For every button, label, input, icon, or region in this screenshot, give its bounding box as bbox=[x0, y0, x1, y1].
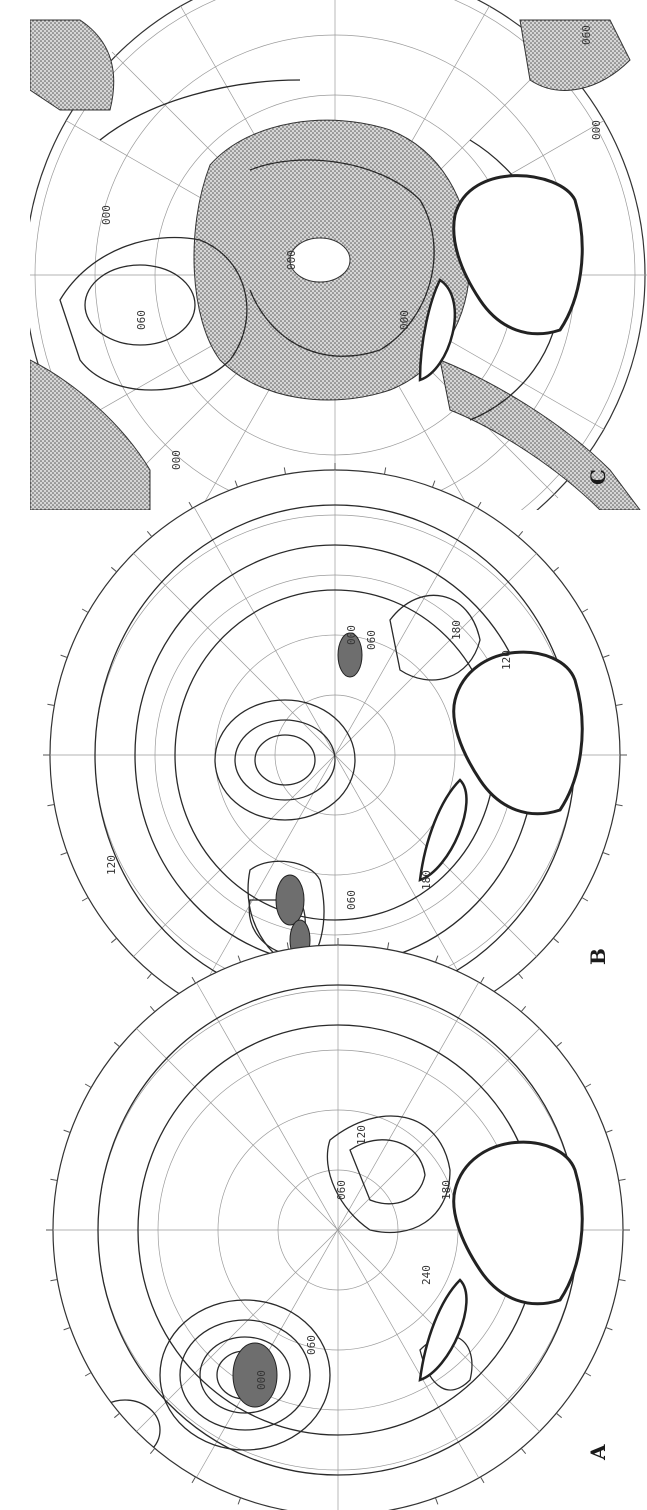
rim-tick bbox=[602, 654, 610, 658]
rim-tick bbox=[63, 1129, 71, 1133]
rim-tick bbox=[146, 530, 153, 537]
rim-tick bbox=[191, 976, 196, 984]
rim-tick bbox=[81, 608, 89, 613]
rim-tick bbox=[237, 955, 241, 963]
panel-a-dark-region bbox=[232, 1342, 278, 1408]
contour-label: 180 bbox=[450, 620, 463, 640]
rim-tick bbox=[283, 467, 287, 475]
rim-tick bbox=[110, 566, 117, 573]
rim-tick bbox=[477, 501, 482, 509]
rim-tick bbox=[60, 852, 68, 856]
rim-tick bbox=[584, 1372, 592, 1377]
panel-c-map: 000 060 000 000 060 000 000 bbox=[30, 0, 647, 510]
rim-tick bbox=[149, 1005, 156, 1012]
rim-tick bbox=[84, 1372, 92, 1377]
panel-c-inner-region bbox=[289, 237, 351, 283]
rim-tick bbox=[605, 1129, 613, 1133]
rim-tick bbox=[480, 1476, 485, 1484]
panel-c-contour-labels: 000 060 000 000 060 000 000 bbox=[100, 25, 603, 470]
rim-tick bbox=[556, 1412, 563, 1419]
rim-tick bbox=[584, 1083, 592, 1088]
rim-tick bbox=[81, 897, 89, 902]
rim-tick bbox=[435, 955, 439, 963]
panel-b-contour-labels: 180 060 180 120 180 060 000 120 bbox=[105, 620, 513, 910]
contour-label: 060 bbox=[365, 630, 378, 650]
contour-label: 120 bbox=[550, 1455, 563, 1475]
rim-tick bbox=[581, 897, 589, 902]
contour-label: 060 bbox=[305, 1335, 318, 1355]
rim-tick bbox=[286, 942, 290, 950]
panel-a-tick-marks bbox=[46, 938, 630, 1505]
rim-tick bbox=[480, 976, 485, 984]
contour-label: 000 bbox=[100, 205, 113, 225]
rim-tick bbox=[517, 973, 524, 980]
rim-tick bbox=[556, 1041, 563, 1048]
contour-label: 180 bbox=[115, 1420, 128, 1440]
contour-label: 180 bbox=[440, 1180, 453, 1200]
rim-tick bbox=[50, 1178, 58, 1182]
rim-tick bbox=[581, 608, 589, 613]
rim-tick bbox=[517, 530, 524, 537]
panel-b-landmass bbox=[452, 650, 584, 816]
rim-tick bbox=[47, 703, 55, 707]
rim-tick bbox=[146, 973, 153, 980]
contour-label: 180 bbox=[420, 870, 433, 890]
contour-label: 060 bbox=[345, 890, 358, 910]
rim-tick bbox=[618, 1178, 626, 1182]
contour-label: 000 bbox=[590, 120, 603, 140]
rim-tick bbox=[84, 1083, 92, 1088]
panel-c-letter: C bbox=[586, 469, 610, 485]
rim-tick bbox=[47, 803, 55, 807]
panel-a-landmass bbox=[452, 1140, 584, 1306]
contour-label: 000 bbox=[398, 310, 411, 330]
rim-tick bbox=[615, 703, 623, 707]
rim-tick bbox=[149, 1448, 156, 1455]
rim-tick bbox=[618, 1278, 626, 1282]
panel-a-letter: A bbox=[586, 1444, 610, 1461]
panel-c-landmass bbox=[452, 174, 584, 336]
panel-b-peninsula bbox=[418, 778, 468, 882]
rim-tick bbox=[432, 480, 436, 488]
rim-tick bbox=[188, 501, 193, 509]
rim-tick bbox=[553, 566, 560, 573]
contour-label: 000 bbox=[255, 1370, 268, 1390]
rim-tick bbox=[60, 654, 68, 658]
rim-tick bbox=[605, 1327, 613, 1331]
rim-tick bbox=[110, 937, 117, 944]
panel-b-tick-marks bbox=[43, 463, 627, 1047]
contour-label: 060 bbox=[580, 25, 593, 45]
contour-label: 060 bbox=[135, 310, 148, 330]
contour-label: 000 bbox=[170, 450, 183, 470]
rim-tick bbox=[234, 480, 238, 488]
rim-tick bbox=[237, 1497, 241, 1505]
rim-tick bbox=[520, 1448, 527, 1455]
rim-tick bbox=[50, 1278, 58, 1282]
contour-label: 000 bbox=[345, 625, 358, 645]
rim-tick bbox=[553, 937, 560, 944]
rim-tick bbox=[615, 803, 623, 807]
rim-tick bbox=[113, 1412, 120, 1419]
contour-label: 000 bbox=[285, 250, 298, 270]
rim-tick bbox=[63, 1327, 71, 1331]
contour-label: 240 bbox=[420, 1265, 433, 1285]
rim-tick bbox=[520, 1005, 527, 1012]
contour-label: 060 bbox=[335, 1180, 348, 1200]
rim-tick bbox=[435, 1497, 439, 1505]
rim-tick bbox=[191, 1476, 196, 1484]
rim-tick bbox=[386, 942, 390, 950]
rim-tick bbox=[383, 467, 387, 475]
panel-b-letter: B bbox=[586, 948, 610, 965]
panel-c-peninsula bbox=[418, 278, 457, 382]
panel-a: 120 180 240 000 060 120 060 180 A bbox=[46, 938, 630, 1510]
rim-tick bbox=[113, 1041, 120, 1048]
contour-label: 120 bbox=[105, 855, 118, 875]
rim-tick bbox=[602, 852, 610, 856]
contour-label: 120 bbox=[355, 1125, 368, 1145]
panel-a-peninsula bbox=[418, 1278, 468, 1382]
panel-c: 000 060 000 000 060 000 000 C bbox=[30, 0, 647, 510]
contour-label: 120 bbox=[500, 650, 513, 670]
